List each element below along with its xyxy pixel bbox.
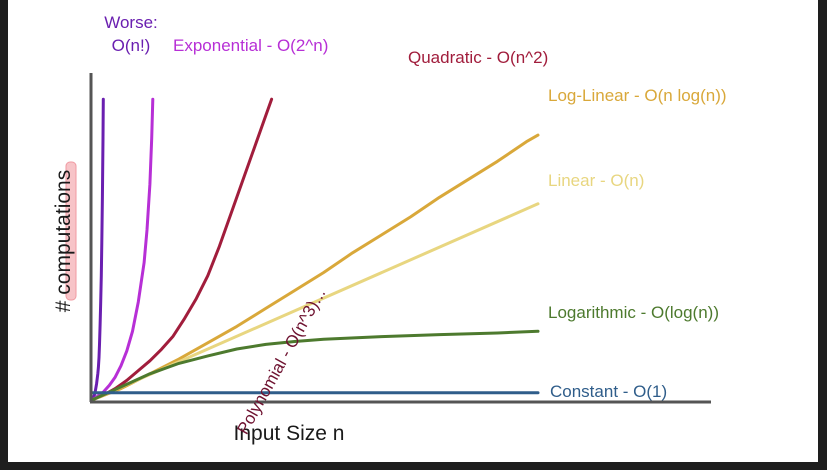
series-line-3 [90,133,540,402]
series-line-2 [90,97,274,402]
ylabel-highlight [65,161,77,301]
series-line-5 [90,329,540,402]
x-axis-title: Input Size n [234,422,345,445]
series-line-0 [90,97,105,402]
series-label-1: Exponential - O(2^n) [173,36,328,55]
series-label-0: Worse: O(n!) [104,13,158,55]
series-label-3: Log-Linear - O(n log(n)) [548,86,727,105]
series-line-1 [90,97,155,402]
polynomial-annotation: Polynomial - O(n^3)... [233,285,329,438]
series-label-5: Logarithmic - O(log(n)) [548,303,719,322]
series-layer [90,97,540,402]
series-label-6: Constant - O(1) [550,382,667,401]
chart-canvas: Worse: O(n!) Exponential - O(2^n) Quadratic… [8,0,818,462]
series-label-4: Linear - O(n) [548,171,644,190]
complexity-chart: Worse: O(n!) Exponential - O(2^n) Quadratic… [52,13,727,445]
series-label-2: Quadratic - O(n^2) [408,48,548,67]
series-label-layer: Worse: O(n!) Exponential - O(2^n) Quadratic… [104,13,726,401]
y-axis-title: # computations [52,170,75,312]
